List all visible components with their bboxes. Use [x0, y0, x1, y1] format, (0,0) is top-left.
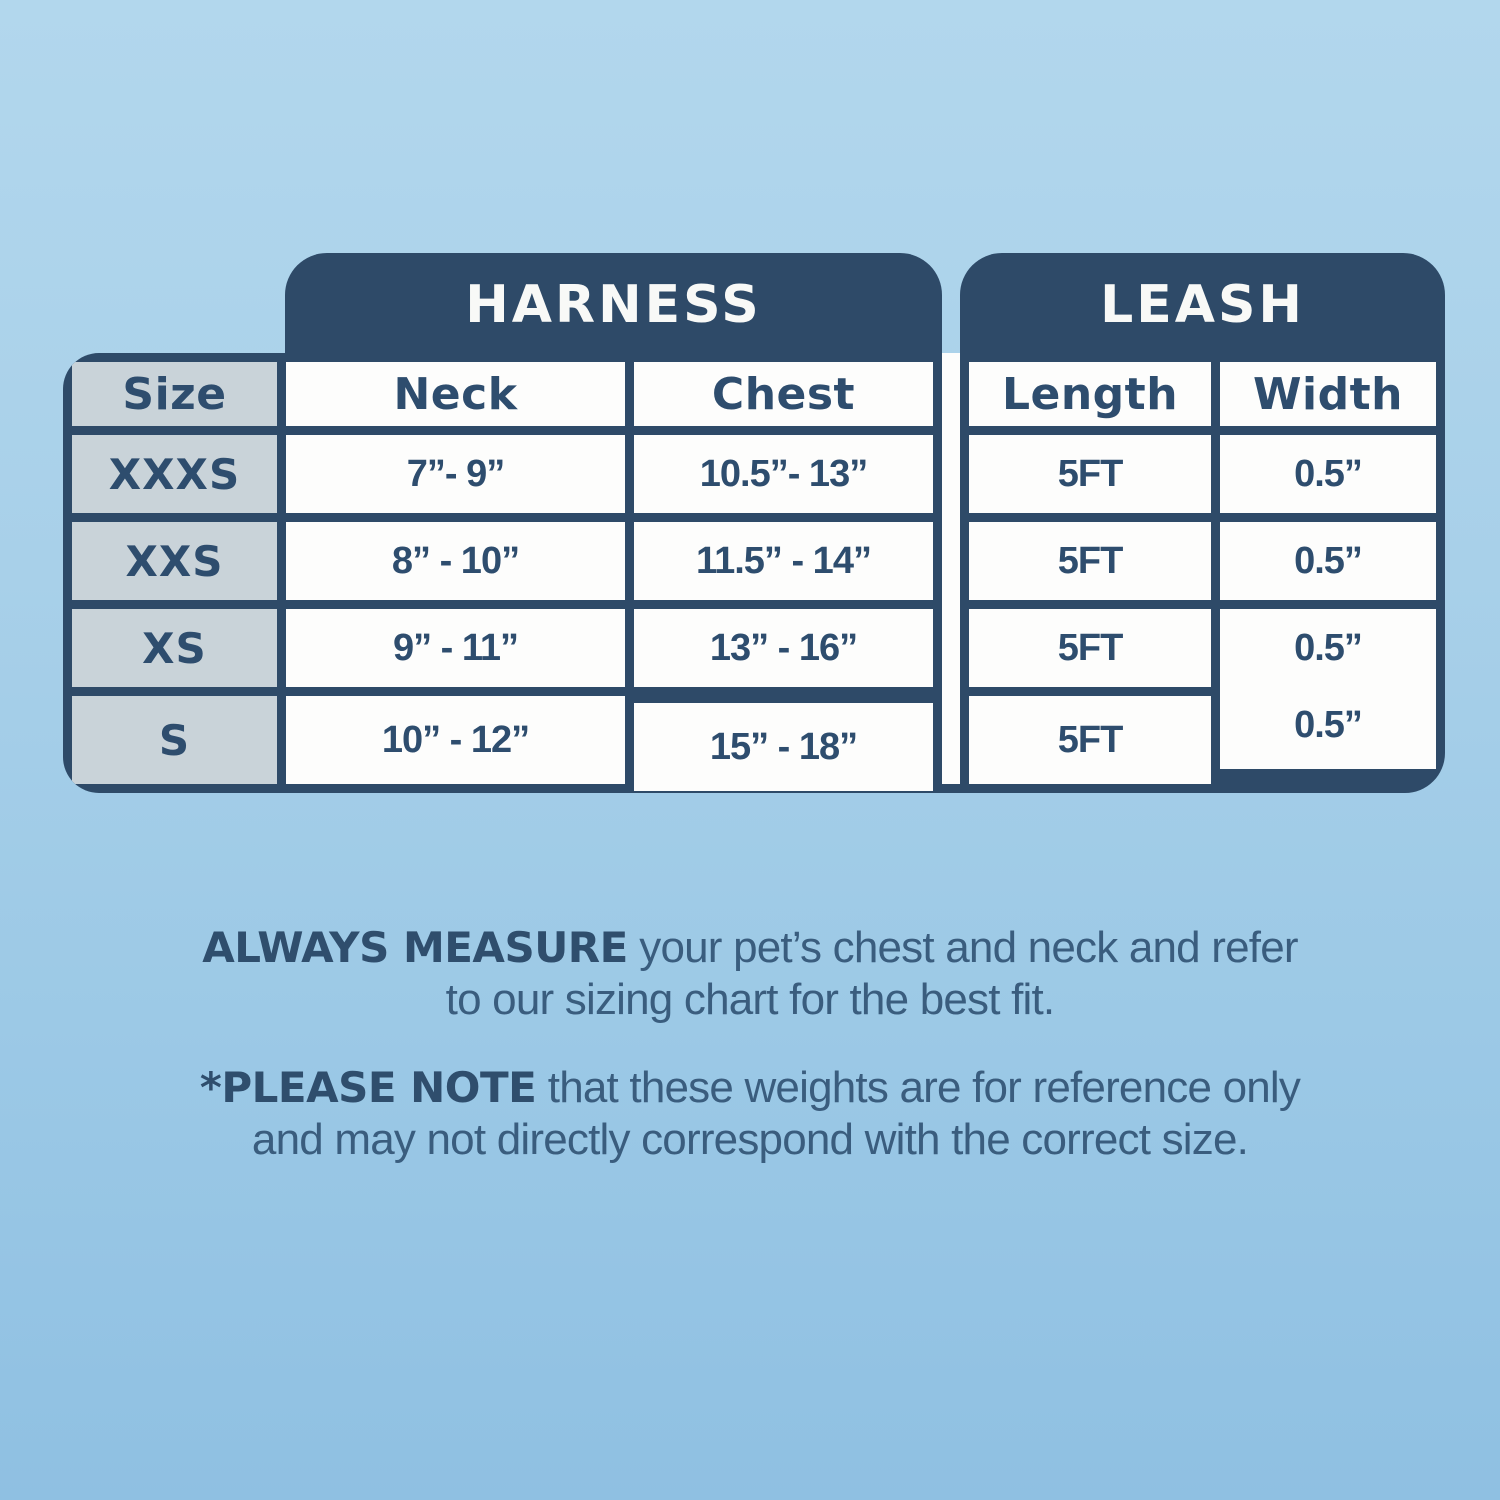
harness-size-table: Size Neck Chest XXXS 7”- 9” 10.5”- 13” X… — [63, 353, 942, 793]
harness-section-label: HARNESS — [465, 275, 762, 335]
row-xxs-chest-value: 11.5” - 14” — [634, 522, 933, 600]
row-xs-width-value: 0.5” — [1220, 609, 1436, 687]
size-column-header: Size — [72, 362, 277, 426]
row-xxs-size-label: XXS — [72, 522, 277, 600]
row-xxxs-chest-value: 10.5”- 13” — [634, 435, 933, 513]
row-xs-chest-value: 13” - 16” — [634, 609, 933, 687]
row-s-chest-value: 15” - 18” — [634, 703, 933, 791]
always-measure-note: ALWAYS MEASURE your pet’s chest and neck… — [0, 922, 1500, 1026]
width-column-header: Width — [1220, 362, 1436, 426]
row-xs-neck-value: 9” - 11” — [286, 609, 625, 687]
neck-column-header: Neck — [286, 362, 625, 426]
always-measure-note-line1: ALWAYS MEASURE your pet’s chest and neck… — [0, 922, 1500, 974]
row-xs-size-label: XS — [72, 609, 277, 687]
table-divider-strip — [942, 353, 960, 793]
harness-section-tab: HARNESS — [285, 253, 942, 357]
row-xxxs-size-label: XXXS — [72, 435, 277, 513]
row-xxxs-width-value: 0.5” — [1220, 435, 1436, 513]
row-xxxs-length-value: 5FT — [969, 435, 1211, 513]
row-xxs-length-value: 5FT — [969, 522, 1211, 600]
always-measure-rest-text: your pet’s chest and neck and refer — [627, 923, 1298, 972]
please-note-line1: *PLEASE NOTE that these weights are for … — [0, 1062, 1500, 1114]
always-measure-note-line2: to our sizing chart for the best fit. — [445, 975, 1056, 1024]
row-s-neck-value: 10” - 12” — [286, 696, 625, 784]
always-measure-bold-text: ALWAYS MEASURE — [202, 923, 628, 972]
row-s-size-label: S — [72, 696, 277, 784]
please-note: *PLEASE NOTE that these weights are for … — [0, 1062, 1500, 1166]
row-s-width-value: 0.5” — [1220, 681, 1436, 769]
row-xxs-width-value: 0.5” — [1220, 522, 1436, 600]
please-note-line2: and may not directly correspond with the… — [251, 1115, 1249, 1164]
row-xxxs-neck-value: 7”- 9” — [286, 435, 625, 513]
row-xs-length-value: 5FT — [969, 609, 1211, 687]
leash-section-tab: LEASH — [960, 253, 1445, 357]
please-note-bold-text: *PLEASE NOTE — [199, 1063, 537, 1112]
row-s-length-value: 5FT — [969, 696, 1211, 784]
row-xxs-neck-value: 8” - 10” — [286, 522, 625, 600]
leash-section-label: LEASH — [1100, 275, 1305, 335]
chest-column-header: Chest — [634, 362, 933, 426]
length-column-header: Length — [969, 362, 1211, 426]
leash-size-table: Length Width 5FT 0.5” 5FT 0.5” 5FT 0.5” … — [960, 353, 1445, 793]
please-note-rest-text: that these weights are for reference onl… — [536, 1063, 1301, 1112]
